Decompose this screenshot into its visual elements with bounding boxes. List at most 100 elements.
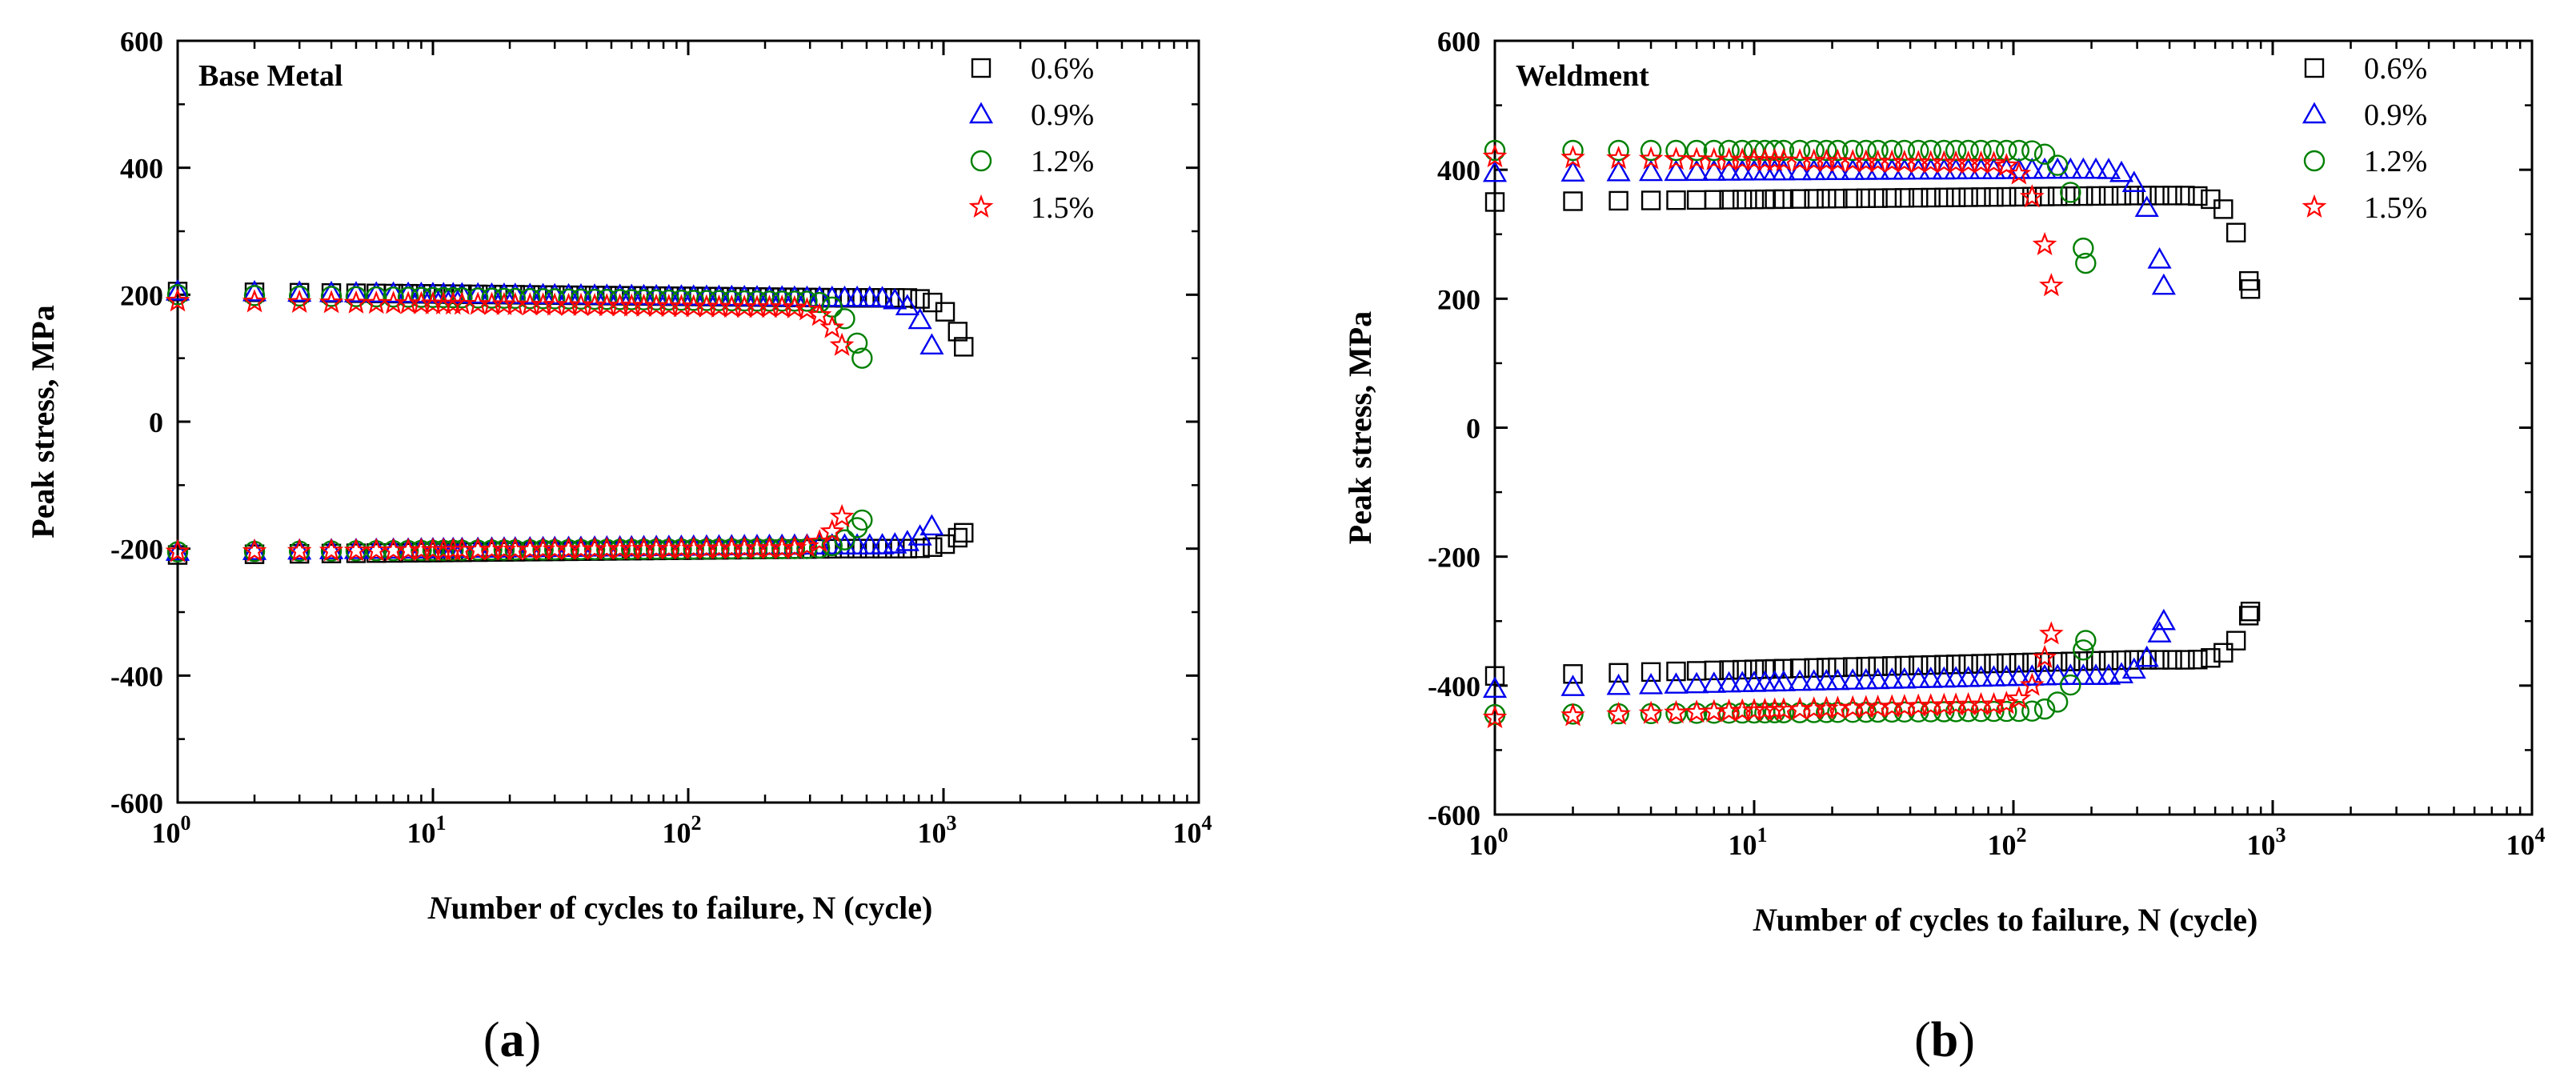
- data-point: [2045, 663, 2070, 686]
- data-point: [1867, 139, 1889, 162]
- data-point: [1731, 139, 1753, 162]
- panel-title: Base Metal: [198, 59, 343, 93]
- data-point: [1997, 186, 2017, 207]
- data-point: [1482, 676, 1508, 699]
- data-point: [2188, 650, 2208, 670]
- data-point: [1816, 702, 1837, 723]
- data-point: [923, 537, 943, 557]
- legend-symbol: [971, 58, 992, 78]
- data-point: [796, 290, 818, 312]
- x-tick-label: 100: [1469, 823, 1508, 861]
- data-point: [1971, 654, 1991, 674]
- data-point: [1855, 139, 1877, 162]
- data-point: [1771, 158, 1796, 181]
- data-point: [2225, 222, 2246, 242]
- y-tick-label: 0: [1466, 413, 1480, 445]
- data-point: [2006, 686, 2032, 710]
- data-point: [1732, 190, 1753, 210]
- data-point: [1789, 658, 1810, 679]
- data-point: [1664, 699, 1689, 724]
- data-point: [1909, 187, 1929, 208]
- data-point: [857, 285, 882, 307]
- data-point: [734, 290, 755, 312]
- data-point: [1789, 139, 1811, 162]
- data-point: [243, 285, 266, 306]
- data-point: [165, 278, 190, 301]
- data-point: [2020, 157, 2045, 179]
- data-point: [519, 287, 541, 310]
- data-point: [1956, 666, 1981, 687]
- data-point: [2022, 652, 2042, 673]
- data-point: [1984, 653, 2004, 674]
- data-point: [870, 286, 895, 307]
- data-point: [1945, 139, 1967, 162]
- data-point: [1762, 697, 1787, 721]
- data-point: [645, 289, 667, 311]
- y-axis-title: Peak stress, MPa: [1342, 311, 1378, 544]
- data-point: [2098, 186, 2119, 206]
- y-tick-label: 0: [149, 406, 163, 438]
- data-point: [845, 533, 870, 555]
- data-point: [1894, 655, 1915, 676]
- y-tick-label: -600: [110, 787, 163, 819]
- data-point: [783, 290, 806, 312]
- data-point: [1764, 702, 1785, 724]
- data-point: [1608, 663, 1629, 683]
- data-point: [1640, 139, 1662, 162]
- data-point: [1892, 667, 1917, 689]
- data-point: [343, 537, 369, 559]
- data-point: [2098, 651, 2119, 671]
- data-point: [2061, 651, 2081, 671]
- y-tick-label: -400: [110, 660, 163, 692]
- data-point: [1932, 666, 1957, 688]
- data-point: [857, 533, 882, 555]
- series-0.6%: [1484, 186, 2261, 686]
- data-point: [1686, 190, 1707, 210]
- data-point: [819, 314, 845, 338]
- data-point: [2083, 157, 2109, 179]
- data-point: [165, 538, 190, 563]
- data-point: [1717, 159, 1741, 181]
- data-point: [1984, 186, 2004, 207]
- data-point: [1484, 666, 1505, 686]
- data-point: [1957, 139, 1979, 162]
- data-point: [1773, 659, 1794, 679]
- data-point: [2075, 252, 2097, 274]
- data-point: [807, 302, 832, 326]
- data-point: [1856, 188, 1876, 209]
- data-point: [835, 538, 855, 559]
- chart-panel-b: -600 -400 -200 0 200 400 600 100 101 102 103 104 Pea…: [1342, 26, 2546, 1067]
- data-point: [1638, 700, 1664, 724]
- data-point: [286, 289, 312, 314]
- data-point: [2019, 672, 2045, 696]
- data-point: [2019, 184, 2045, 208]
- data-point: [1701, 159, 1726, 181]
- data-point: [2033, 663, 2057, 686]
- data-point: [366, 286, 387, 308]
- x-tick-label: 104: [1173, 811, 1212, 849]
- data-point: [1719, 190, 1739, 210]
- data-point: [1482, 143, 1508, 168]
- data-point: [2083, 663, 2109, 685]
- data-point: [2238, 606, 2259, 626]
- data-point: [872, 538, 892, 559]
- data-point: [319, 280, 344, 302]
- data-point: [2111, 650, 2132, 671]
- data-point: [919, 333, 944, 354]
- data-point: [2240, 279, 2261, 299]
- data-point: [2032, 231, 2057, 256]
- data-point: [819, 518, 845, 543]
- x-tick-label: 103: [2247, 823, 2286, 861]
- data-point: [633, 289, 655, 310]
- data-point: [883, 287, 907, 310]
- data-point: [1920, 139, 1941, 162]
- data-point: [2213, 199, 2233, 219]
- data-point: [345, 286, 367, 307]
- data-point: [165, 539, 190, 561]
- data-point: [318, 290, 344, 314]
- data-point: [2060, 182, 2081, 203]
- data-point: [2045, 157, 2070, 179]
- data-point: [1719, 660, 1739, 680]
- data-point: [2124, 650, 2144, 670]
- data-point: [1881, 139, 1903, 162]
